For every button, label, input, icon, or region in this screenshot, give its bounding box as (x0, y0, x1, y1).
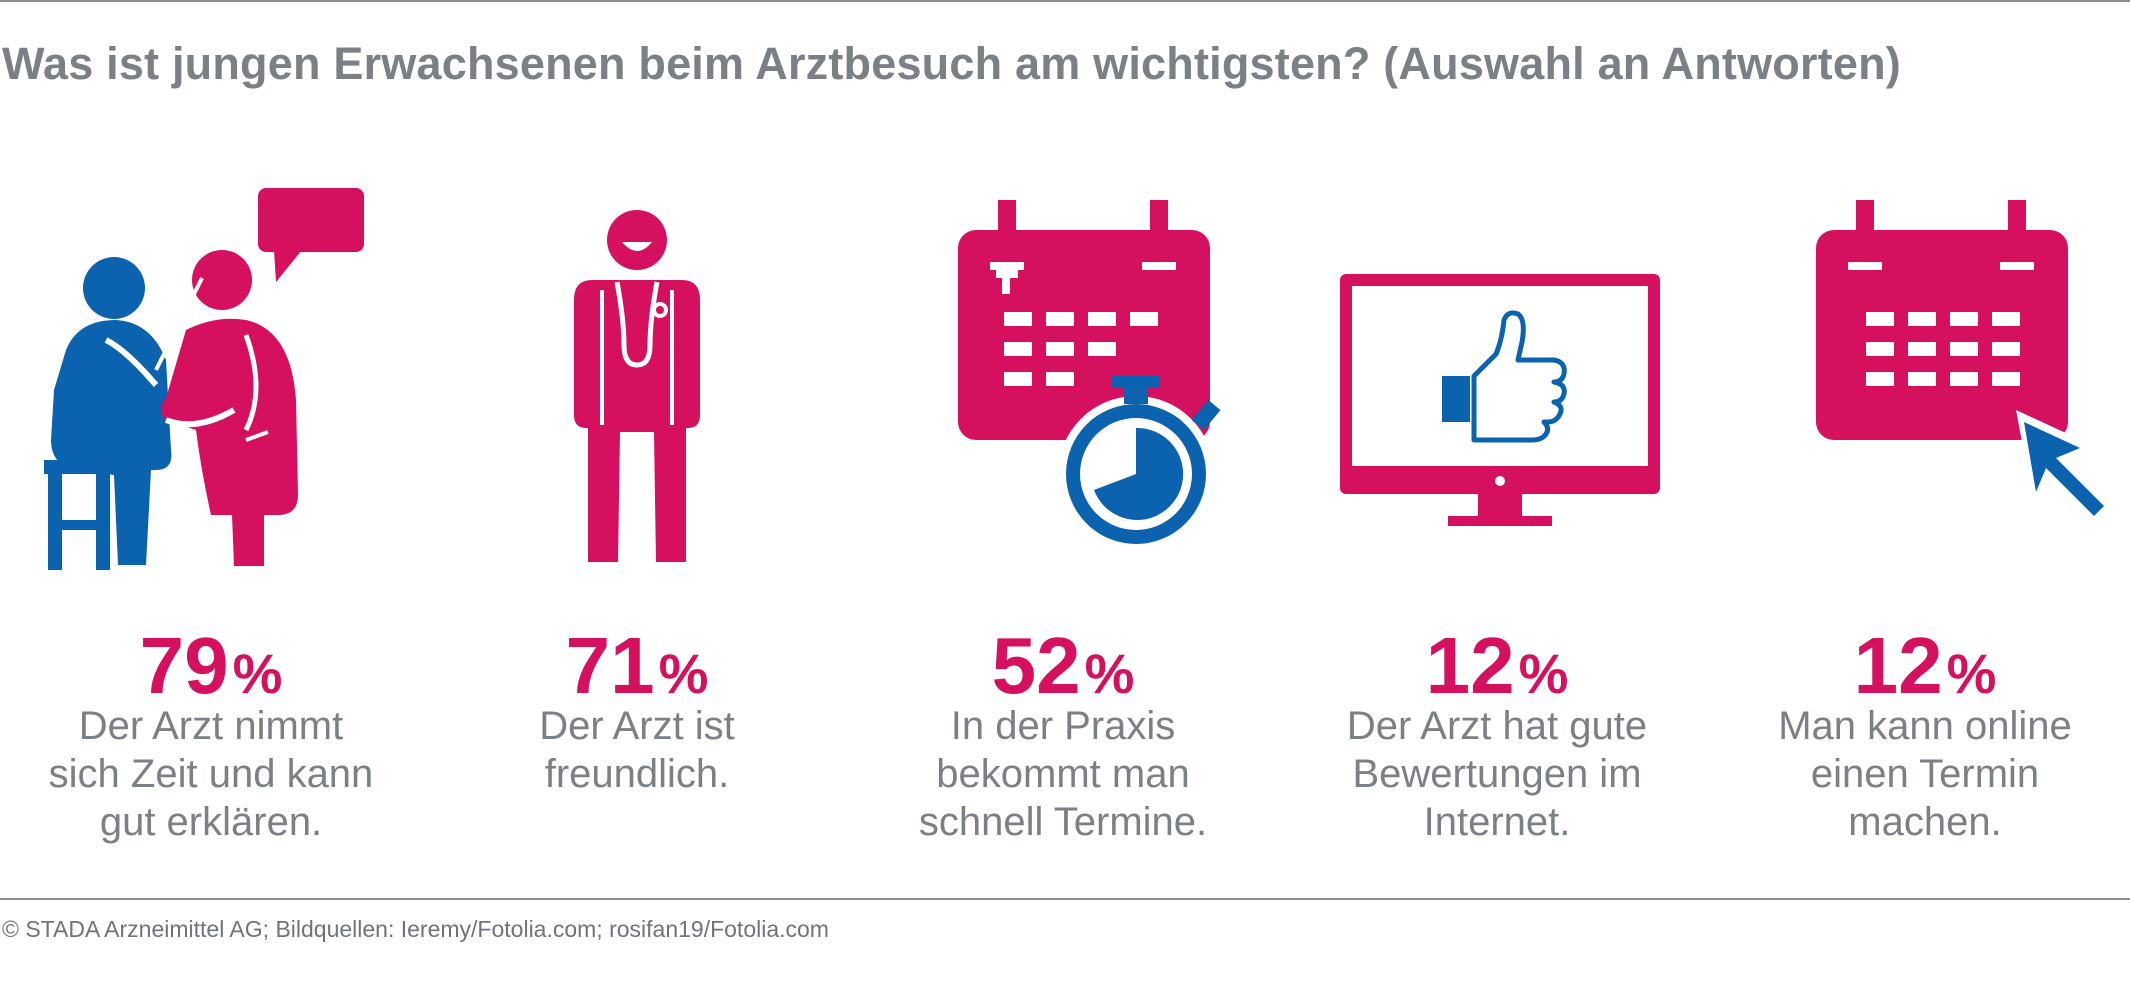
calendar-cursor-icon (1816, 200, 2114, 526)
description-line: Internet. (1423, 800, 1571, 844)
percent-sign: % (1946, 642, 1997, 705)
description-line: Der Arzt nimmt (78, 704, 344, 748)
item-description: Man kann online einen Termin machen. (1720, 702, 2130, 846)
item-description: Der Arzt nimmt sich Zeit und kann gut er… (6, 702, 416, 846)
calendar-stopwatch-icon (958, 200, 1221, 552)
description-line: Der Arzt hat gute (1346, 704, 1648, 748)
item-description: Der Arzt hat gute Bewertungen im Interne… (1292, 702, 1702, 846)
item-description: Der Arzt ist freundlich. (432, 702, 842, 798)
percent-number: 12 (1853, 621, 1943, 710)
bottom-rule (0, 898, 2130, 900)
percent-sign: % (232, 642, 283, 705)
smiling-doctor-icon (574, 210, 700, 562)
percent-value: 79% (6, 620, 416, 712)
description-line: Der Arzt ist (539, 704, 735, 748)
percent-number: 12 (1425, 621, 1515, 710)
description-line: einen Termin (1810, 752, 2040, 796)
percent-sign: % (1518, 642, 1569, 705)
percent-sign: % (1084, 642, 1135, 705)
description-line: schnell Termine. (918, 800, 1208, 844)
percent-number: 71 (565, 621, 655, 710)
description-line: bekommt man (936, 752, 1190, 796)
percent-number: 52 (991, 621, 1081, 710)
top-rule (0, 0, 2130, 2)
percent-sign: % (658, 642, 709, 705)
doctor-patient-icon (44, 188, 364, 570)
description-line: In der Praxis (950, 704, 1176, 748)
description-line: freundlich. (544, 752, 730, 796)
percent-number: 79 (139, 621, 229, 710)
percent-value: 52% (858, 620, 1268, 712)
percent-value: 71% (432, 620, 842, 712)
description-line: sich Zeit und kann (48, 752, 374, 796)
description-line: Man kann online (1778, 704, 2072, 748)
percent-value: 12% (1292, 620, 1702, 712)
description-line: machen. (1848, 800, 2002, 844)
description-line: Bewertungen im (1352, 752, 1642, 796)
percent-value: 12% (1720, 620, 2130, 712)
chart-title: Was ist jungen Erwachsenen beim Arztbesu… (2, 38, 1901, 89)
description-line: gut erklären. (99, 800, 323, 844)
monitor-thumbs-up-icon (1340, 274, 1660, 526)
item-description: In der Praxis bekommt man schnell Termin… (858, 702, 1268, 846)
source-credit: © STADA Arzneimittel AG; Bildquellen: Ie… (2, 916, 829, 942)
